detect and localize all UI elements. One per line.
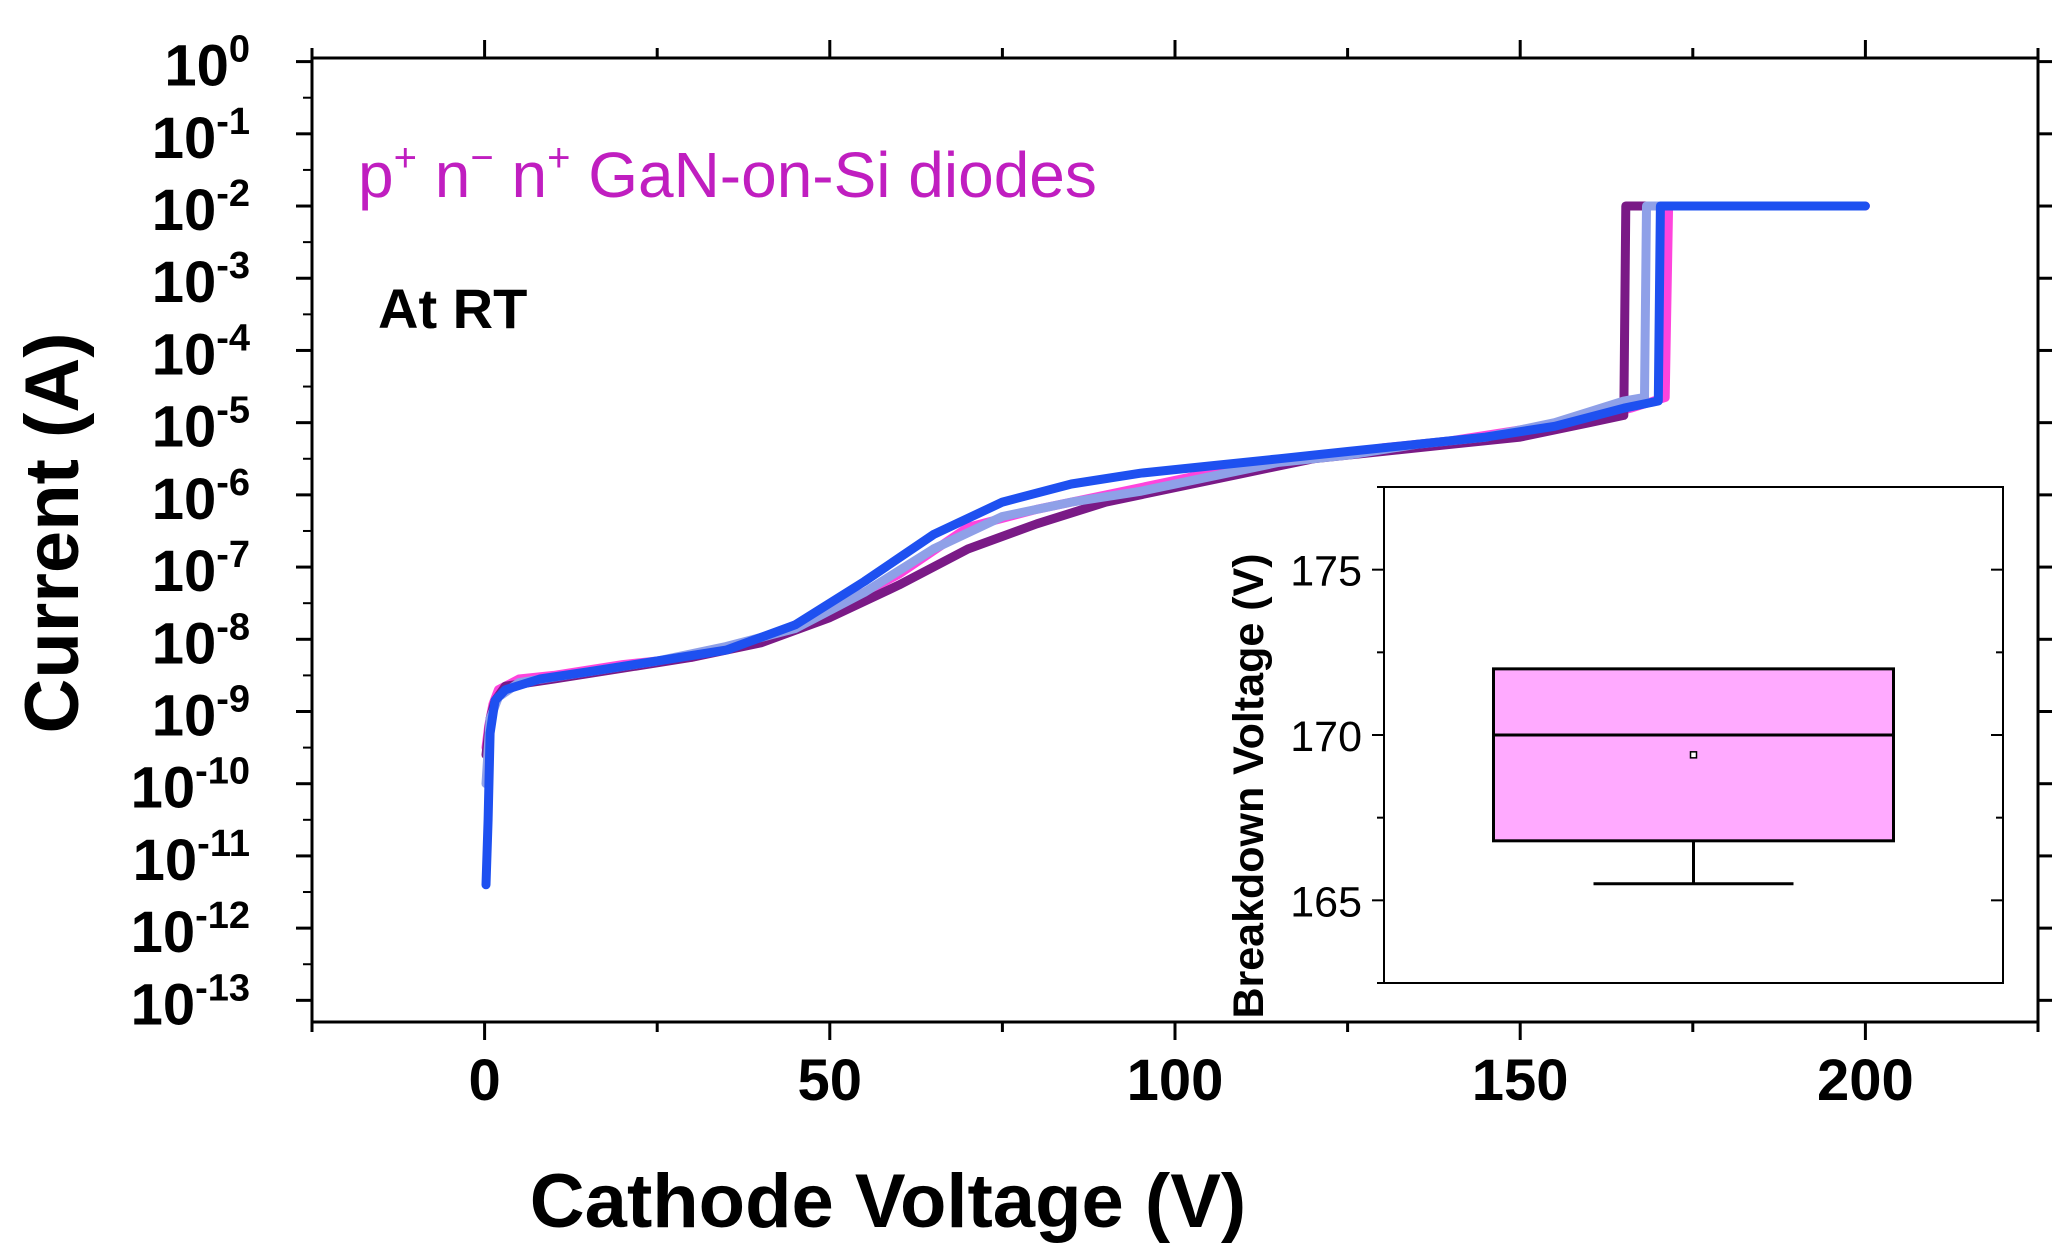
x-tick-label: 50 <box>798 1048 863 1113</box>
inset-axis-ticks <box>1372 486 2003 984</box>
main-plot: 0 50 100 150 20010010-110-210-310-410-510-61… <box>10 29 2052 1244</box>
inset-y-tick-label: 170 <box>1290 713 1362 761</box>
condition-annotation: At RT <box>378 277 527 340</box>
series-line-diode-blue <box>481 201 1870 890</box>
y-tick-label: 10-9 <box>152 678 250 748</box>
y-axis-title: Current (A) <box>10 332 95 733</box>
main-tick-labels: 0 50 100 150 20010010-110-210-310-410-510-61… <box>131 29 1914 1113</box>
y-tick-label: 10-7 <box>152 534 250 604</box>
main-axis-ticks <box>296 40 2052 1040</box>
inset-tick-labels: 165 170 175 <box>1290 548 1362 927</box>
inset-y-axis-title: Breakdown Voltage (V) <box>1225 553 1273 1018</box>
y-tick-label: 100 <box>164 29 250 99</box>
inset-y-tick-label: 165 <box>1290 878 1362 926</box>
x-tick-label: 0 <box>468 1048 500 1113</box>
y-tick-label: 10-4 <box>152 317 250 387</box>
series-layer <box>481 201 1870 890</box>
x-tick-label: 100 <box>1127 1048 1224 1113</box>
y-tick-label: 10-5 <box>152 390 250 460</box>
x-axis-title: Cathode Voltage (V) <box>530 1159 1246 1244</box>
inset-y-tick-label: 175 <box>1290 548 1362 596</box>
y-tick-label: 10-8 <box>152 606 250 676</box>
y-tick-label: 10-2 <box>152 173 250 243</box>
y-tick-label: 10-12 <box>131 895 250 965</box>
y-tick-label: 10-3 <box>152 245 250 315</box>
y-tick-label: 10-10 <box>131 751 250 821</box>
y-tick-label: 10-1 <box>152 101 250 171</box>
inset-box <box>1492 667 1895 886</box>
y-tick-label: 10-11 <box>133 823 250 893</box>
y-tick-label: 10-13 <box>131 967 250 1037</box>
box-mean-marker <box>1689 751 1698 759</box>
inset-boxplot: 165 170 175 Breakdown Voltage (V) <box>1225 486 2004 1019</box>
x-tick-label: 200 <box>1817 1048 1914 1113</box>
x-tick-label: 150 <box>1472 1048 1569 1113</box>
device-annotation: p+ n− n+ GaN-on-Si diodes <box>358 136 1097 211</box>
y-tick-label: 10-6 <box>152 462 250 532</box>
